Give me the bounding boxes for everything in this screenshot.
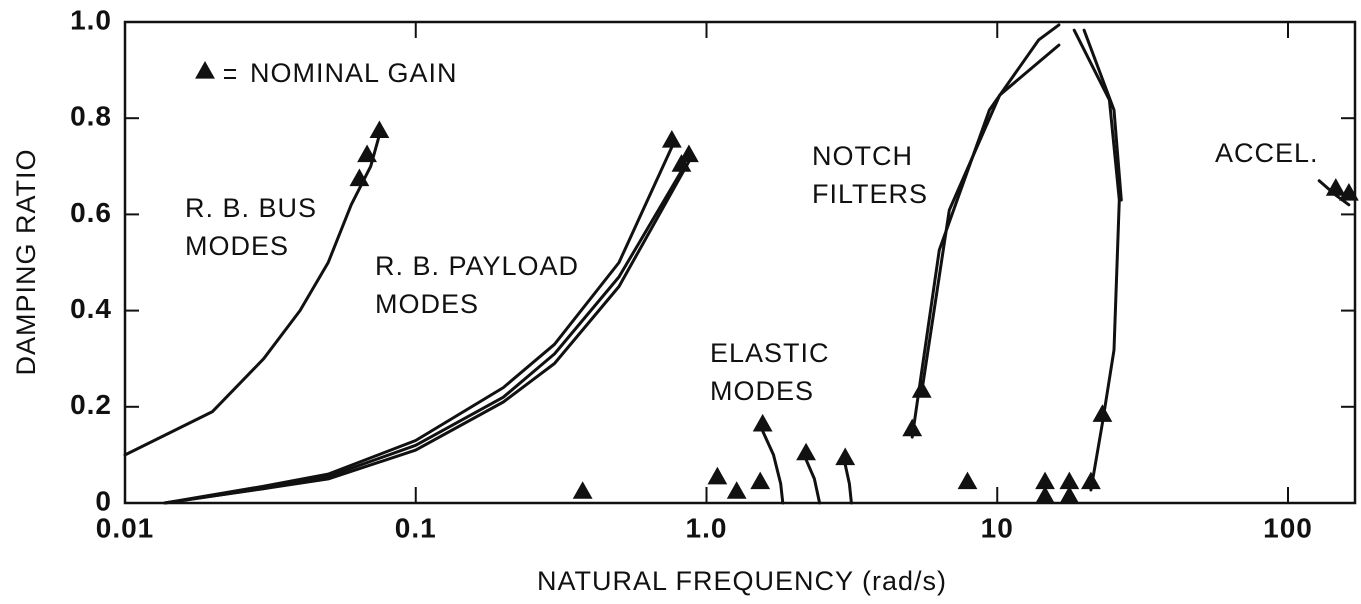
nominal-gain-marker — [572, 481, 593, 499]
nominal-gain-marker — [1035, 471, 1055, 490]
y-tick-label: 0.8 — [70, 101, 112, 132]
annotation: MODES — [375, 289, 479, 319]
nominal-gain-marker — [707, 466, 728, 485]
root-locus-curve — [919, 43, 1061, 397]
nominal-gain-marker — [1339, 182, 1359, 201]
nominal-gain-marker — [752, 413, 773, 432]
nominal-gain-marker — [835, 447, 856, 466]
nominal-gain-marker — [1092, 404, 1113, 422]
root-locus-curve — [123, 133, 381, 457]
root-locus-curve — [1082, 28, 1123, 202]
annotation: MODES — [185, 231, 289, 261]
root-locus-curve — [1072, 28, 1121, 492]
root-locus-curve — [910, 23, 1061, 439]
nominal-gain-marker — [750, 471, 771, 490]
annotation: MODES — [710, 376, 814, 406]
y-tick-label: 1.0 — [70, 4, 112, 35]
nominal-gain-marker — [357, 144, 377, 163]
y-tick-label: 0.2 — [70, 389, 112, 420]
nominal-gain-marker — [1059, 471, 1080, 490]
annotation: ACCEL. — [1215, 138, 1319, 168]
legend-label: NOMINAL GAIN — [250, 58, 458, 88]
annotation: R. B. PAYLOAD — [375, 251, 579, 281]
y-tick-label: 0.6 — [70, 197, 112, 228]
nominal-gain-marker — [349, 168, 370, 187]
y-tick-label: 0.4 — [70, 293, 112, 324]
annotation: NOTCH — [812, 141, 913, 171]
nominal-gain-marker — [369, 120, 390, 139]
plot-frame — [123, 20, 1357, 505]
x-tick-label: 100 — [1263, 512, 1313, 543]
root-locus-curve — [843, 463, 853, 505]
y-tick-label: 0 — [95, 485, 112, 516]
x-tick-label: 0.1 — [395, 512, 437, 543]
nominal-gain-marker — [1035, 486, 1055, 504]
nominal-gain-marker — [679, 144, 699, 163]
nominal-gain-marker — [957, 471, 978, 490]
x-tick-label: 10 — [981, 512, 1014, 543]
nominal-gain-marker — [911, 380, 932, 398]
nominal-gain-marker — [902, 418, 923, 437]
nominal-gain-marker — [796, 442, 816, 461]
root-locus-curve — [761, 429, 785, 505]
nominal-gain-marker — [671, 154, 692, 172]
root-locus-curve — [804, 458, 822, 505]
annotation: ELASTIC — [710, 338, 830, 368]
nominal-gain-marker — [1059, 486, 1080, 504]
nominal-gain-marker — [1325, 178, 1346, 196]
nominal-gain-marker — [1081, 471, 1101, 490]
y-axis-label: DAMPING RATIO — [11, 148, 41, 375]
x-tick-label: 1.0 — [686, 512, 728, 543]
annotation: R. B. BUS — [185, 193, 317, 223]
root-locus-curve — [163, 145, 674, 505]
x-tick-label: 0.01 — [96, 512, 155, 543]
root-locus-curve — [163, 160, 691, 505]
nominal-gain-marker — [661, 130, 682, 148]
nominal-gain-marker — [726, 481, 747, 499]
legend-marker — [195, 61, 215, 79]
x-axis-label: NATURAL FREQUENCY (rad/s) — [537, 566, 947, 596]
annotation: FILTERS — [812, 179, 928, 209]
